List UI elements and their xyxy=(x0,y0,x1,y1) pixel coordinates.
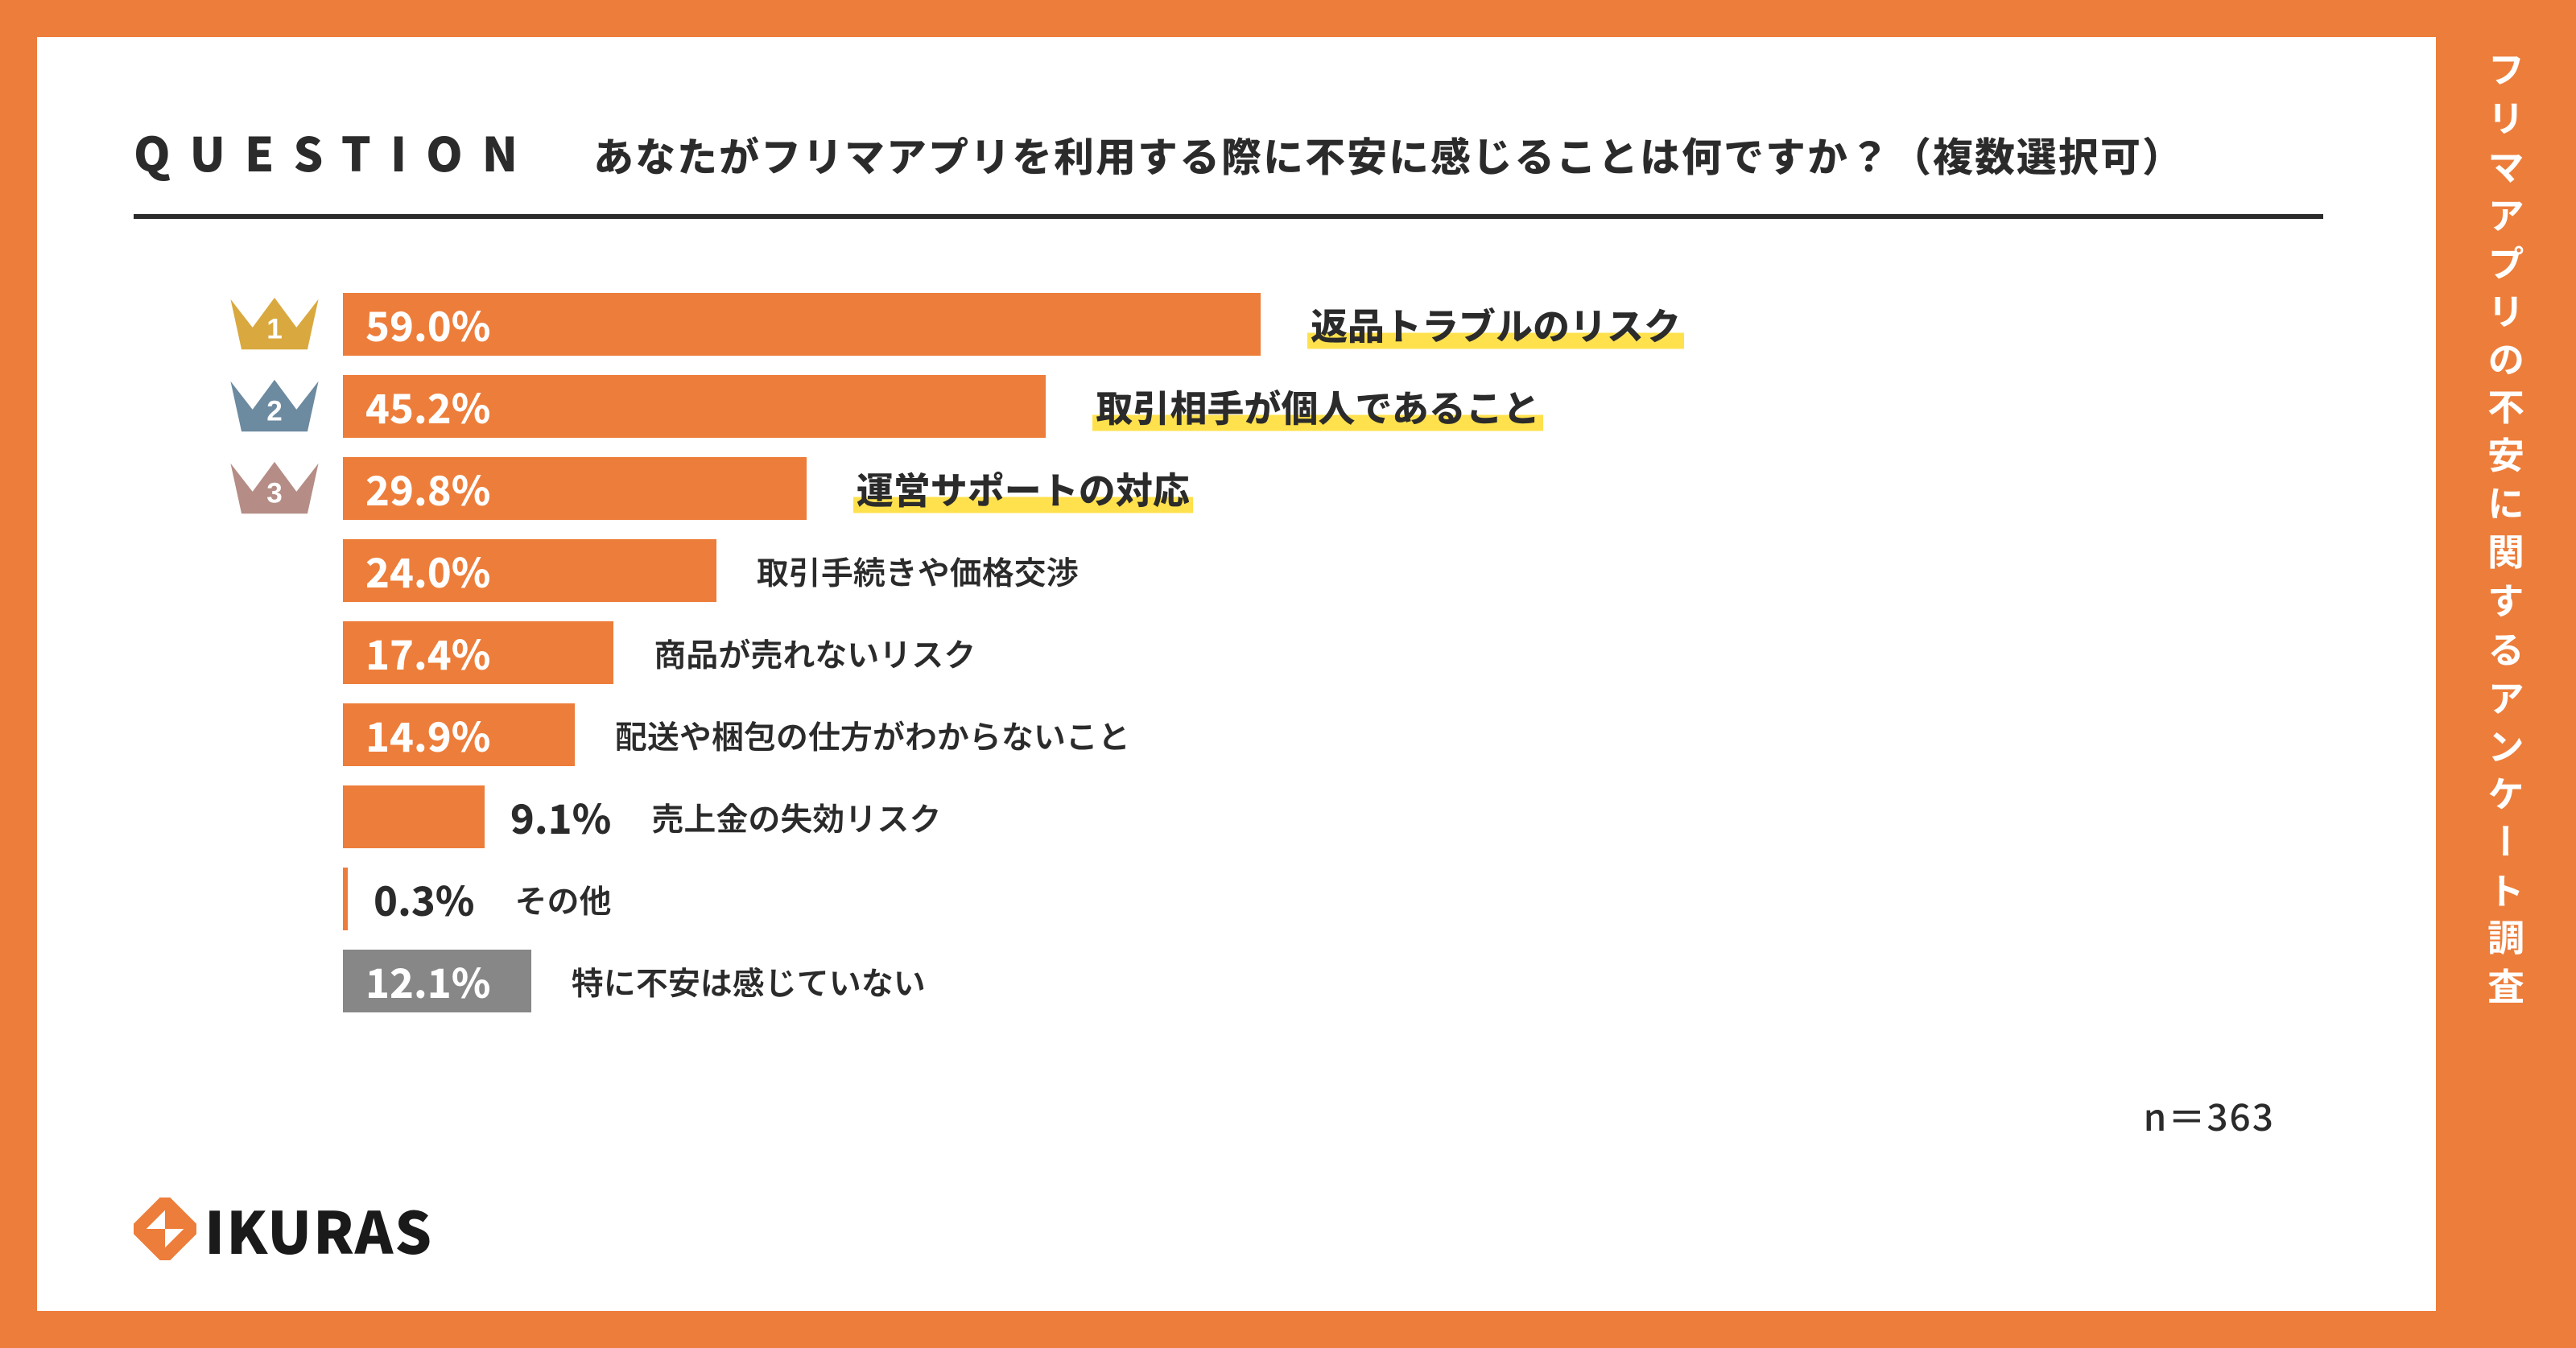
bar: 14.9% xyxy=(343,703,575,766)
rank-crown-icon: 1 xyxy=(227,293,322,356)
bar-label: 売上金の失効リスク xyxy=(651,794,941,840)
bar-percentage: 14.9% xyxy=(365,706,490,764)
question-label: QUESTION xyxy=(134,117,537,185)
bar-percentage: 0.3% xyxy=(374,870,475,928)
chart-panel: QUESTION あなたがフリマアプリを利用する際に不安に感じることは何ですか？… xyxy=(37,37,2436,1311)
bar-row: 1 59.0% 返品トラブルのリスク xyxy=(222,283,2323,365)
bar-row: 9.1% 売上金の失効リスク xyxy=(222,776,2323,858)
bar: 45.2% xyxy=(343,375,1046,438)
logo-diamond-icon xyxy=(134,1198,196,1260)
header-row: QUESTION あなたがフリマアプリを利用する際に不安に感じることは何ですか？… xyxy=(134,117,2323,219)
bar-percentage: 24.0% xyxy=(365,542,490,600)
bar-label: 取引相手が個人であること xyxy=(1092,380,1543,433)
side-title: フリマアプリの不安に関するアンケート調査 xyxy=(2487,48,2524,1348)
bar-percentage: 9.1% xyxy=(510,788,612,846)
brand-logo: IKURAS xyxy=(134,1186,433,1271)
svg-text:2: 2 xyxy=(266,396,283,427)
bar-percentage: 17.4% xyxy=(365,624,490,682)
bar-label: 配送や梱包の仕方がわからないこと xyxy=(615,711,1130,758)
bar-label: その他 xyxy=(515,876,612,922)
outer-frame: QUESTION あなたがフリマアプリを利用する際に不安に感じることは何ですか？… xyxy=(0,0,2576,1348)
bar-percentage: 29.8% xyxy=(365,460,490,517)
bar-row: 3 29.8% 運営サポートの対応 xyxy=(222,447,2323,530)
svg-text:1: 1 xyxy=(266,314,283,345)
bar-row: 0.3% その他 xyxy=(222,858,2323,940)
bar-percentage: 59.0% xyxy=(365,295,490,353)
bar: 17.4% xyxy=(343,621,613,684)
bar-label: 返品トラブルのリスク xyxy=(1307,298,1684,351)
bar-percentage: 12.1% xyxy=(365,952,490,1010)
side-title-strip: フリマアプリの不安に関するアンケート調査 xyxy=(2436,0,2576,1348)
bar-row: 2 45.2% 取引相手が個人であること xyxy=(222,365,2323,447)
svg-text:3: 3 xyxy=(266,478,283,509)
bar-row: 24.0% 取引手続きや価格交渉 xyxy=(222,530,2323,612)
rank-badge: 1 xyxy=(222,283,327,365)
bar-row: 14.9% 配送や梱包の仕方がわからないこと xyxy=(222,694,2323,776)
logo-text: IKURAS xyxy=(204,1186,433,1271)
bar-row: 17.4% 商品が売れないリスク xyxy=(222,612,2323,694)
bar-label: 特に不安は感じていない xyxy=(572,958,926,1004)
bar-label: 取引手続きや価格交渉 xyxy=(757,547,1079,594)
rank-badge: 2 xyxy=(222,365,327,447)
bar-label: 運営サポートの対応 xyxy=(853,462,1193,515)
sample-size: n＝363 xyxy=(2144,1089,2275,1142)
bar: 12.1% xyxy=(343,950,531,1012)
bar: 59.0% xyxy=(343,293,1261,356)
bar xyxy=(343,868,348,930)
bar-label: 商品が売れないリスク xyxy=(654,629,976,676)
rank-crown-icon: 2 xyxy=(227,375,322,438)
bar: 29.8% xyxy=(343,457,807,520)
bar-percentage: 45.2% xyxy=(365,377,490,435)
chart-area: 1 59.0% 返品トラブルのリスク 2 45.2% 取引相手が個人であること 3 … xyxy=(134,283,2323,1022)
question-text: あなたがフリマアプリを利用する際に不安に感じることは何ですか？（複数選択可） xyxy=(593,126,2184,183)
bar xyxy=(343,785,485,848)
rank-badge: 3 xyxy=(222,447,327,530)
bar-row: 12.1% 特に不安は感じていない xyxy=(222,940,2323,1022)
bar: 24.0% xyxy=(343,539,716,602)
rank-crown-icon: 3 xyxy=(227,457,322,520)
